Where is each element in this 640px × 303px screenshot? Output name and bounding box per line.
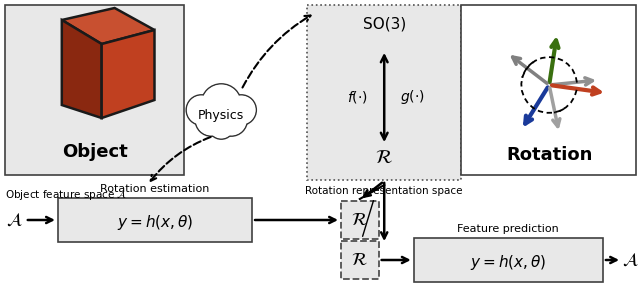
Circle shape: [195, 104, 227, 136]
Text: $\mathcal{R}$: $\mathcal{R}$: [375, 149, 393, 167]
Text: SO(3): SO(3): [363, 16, 406, 32]
Text: Physics: Physics: [198, 109, 244, 122]
Text: $\mathcal{A}$: $\mathcal{A}$: [621, 251, 638, 269]
Circle shape: [202, 85, 241, 124]
Bar: [461, 5, 636, 175]
Circle shape: [208, 113, 234, 139]
Bar: [341, 201, 379, 239]
Text: Rotation estimation: Rotation estimation: [100, 184, 210, 194]
Bar: [413, 238, 603, 282]
Bar: [58, 198, 252, 242]
Polygon shape: [62, 20, 102, 118]
Circle shape: [215, 104, 247, 136]
Text: Object: Object: [62, 143, 127, 161]
Circle shape: [187, 95, 216, 125]
Text: $y = h(x, \theta)$: $y = h(x, \theta)$: [116, 212, 193, 231]
Text: $\mathcal{R}$: $\mathcal{R}$: [351, 211, 368, 229]
Bar: [341, 241, 379, 279]
Text: $f(\cdot)$: $f(\cdot)$: [348, 89, 368, 105]
Text: $\mathcal{A}$: $\mathcal{A}$: [6, 211, 22, 229]
Circle shape: [202, 84, 241, 124]
Text: Feature prediction: Feature prediction: [458, 224, 559, 234]
Circle shape: [186, 95, 216, 125]
Circle shape: [216, 105, 246, 135]
Text: $\mathcal{R}$: $\mathcal{R}$: [351, 251, 368, 269]
Bar: [5, 5, 184, 175]
Text: Rotation: Rotation: [506, 146, 593, 164]
Text: Rotation representation space: Rotation representation space: [305, 186, 463, 196]
Text: $y = h(x, \theta)$: $y = h(x, \theta)$: [470, 252, 547, 271]
Polygon shape: [62, 8, 154, 44]
Text: Object feature space $\mathcal{A}$: Object feature space $\mathcal{A}$: [5, 188, 127, 202]
Circle shape: [227, 95, 255, 125]
Circle shape: [227, 95, 256, 125]
Text: $g(\cdot)$: $g(\cdot)$: [400, 88, 425, 106]
Circle shape: [196, 105, 227, 135]
Bar: [307, 5, 461, 180]
Polygon shape: [102, 30, 154, 118]
Circle shape: [209, 114, 234, 138]
